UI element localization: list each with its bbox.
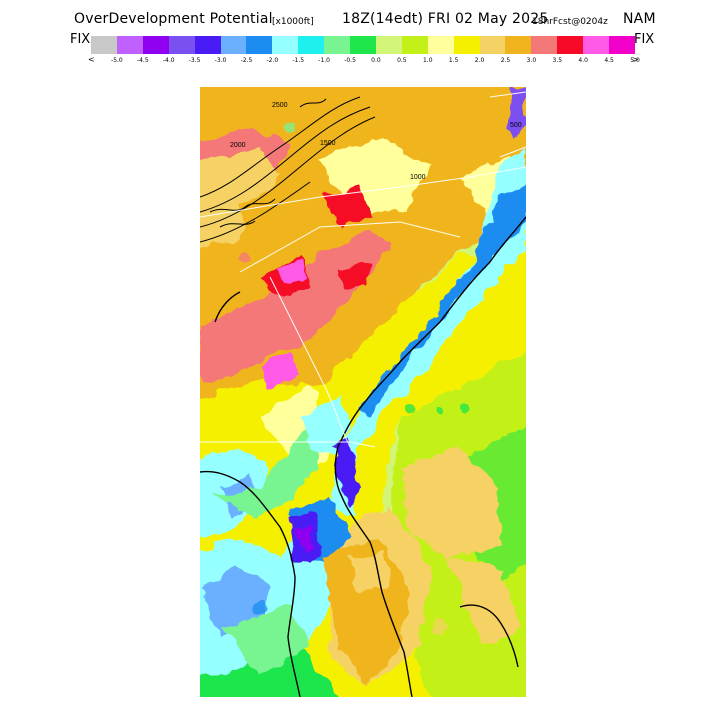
color-swatch <box>375 36 403 54</box>
legend-tick-label: 0.5 <box>397 57 407 64</box>
map-title: OverDevelopment Potential [x1000ft] 18Z(… <box>0 9 726 29</box>
legend-tick-label: -2.5 <box>240 57 253 64</box>
legend-tick-label: -4.0 <box>162 57 175 64</box>
over-arrow: > <box>632 55 639 64</box>
color-swatch <box>609 36 636 54</box>
color-swatch <box>246 36 273 54</box>
legend-tick-label: -1.5 <box>292 57 305 64</box>
color-swatch <box>272 36 299 54</box>
speckle-layer <box>239 121 507 635</box>
color-swatch <box>531 36 558 54</box>
legend-tick-label: 2.0 <box>474 57 485 64</box>
legend-tick-label: 0.0 <box>371 57 381 64</box>
color-swatch <box>220 36 247 54</box>
legend-tick-label: -0.5 <box>344 57 356 64</box>
contour-label-500: 500 <box>510 122 522 129</box>
fix-label-left: FIX <box>70 32 91 47</box>
valid-time: 18Z(14edt) FRI 02 May 2025 <box>342 11 549 27</box>
color-swatch <box>142 36 170 54</box>
color-swatch <box>350 36 377 54</box>
legend-tick-label: 4.5 <box>604 57 614 64</box>
model-name: NAM <box>623 11 656 27</box>
contour-label-2000: 2000 <box>230 142 246 149</box>
color-swatch <box>427 36 455 54</box>
product-name: OverDevelopment Potential <box>74 11 273 27</box>
legend-tick-label: 4.0 <box>578 57 588 64</box>
contour-labels: 2500 2000 1500 1000 500 <box>230 102 522 181</box>
legend-tick-label: 2.5 <box>500 57 511 64</box>
contour-label-1500: 1500 <box>320 140 336 147</box>
units-label: [x1000ft] <box>272 17 314 27</box>
color-swatch <box>479 36 506 54</box>
filled-field <box>200 87 526 697</box>
legend-tick-label: -3.0 <box>214 57 227 64</box>
legend-tick-label: 3.5 <box>552 57 563 64</box>
color-swatch <box>324 36 351 54</box>
color-swatch <box>116 36 144 54</box>
legend-tick-label: 1.5 <box>448 57 459 64</box>
forecast-hour: 18hrFcst@0204z <box>532 17 608 27</box>
legend-tick-label: -5.0 <box>111 57 123 64</box>
coastlines <box>200 216 526 697</box>
color-swatch <box>91 36 118 54</box>
contour-lines <box>200 96 376 243</box>
contour-label-1000: 1000 <box>410 174 426 181</box>
color-swatch <box>168 36 196 54</box>
legend-tick-label: -2.0 <box>266 57 279 64</box>
under-arrow: < <box>88 55 95 64</box>
legend-tick-label: 5.0 <box>630 57 640 64</box>
color-swatch <box>298 36 325 54</box>
legend-tick-label: 3.0 <box>526 57 537 64</box>
state-borders <box>200 91 526 448</box>
fix-label-right: FIX <box>634 32 655 47</box>
contour-label-2500: 2500 <box>272 102 288 109</box>
forecast-map: 2500 2000 1500 1000 500 <box>200 87 526 697</box>
color-swatch <box>505 36 532 54</box>
color-swatch <box>583 36 610 54</box>
color-swatch <box>401 36 429 54</box>
legend-tick-label: 1.0 <box>422 57 433 64</box>
legend-tick-label: -1.0 <box>318 57 330 64</box>
legend-tick-label: -3.5 <box>188 57 201 64</box>
color-swatch <box>557 36 584 54</box>
color-swatch <box>194 36 221 54</box>
legend-tick-label: -4.5 <box>136 57 149 64</box>
color-swatch <box>453 36 481 54</box>
